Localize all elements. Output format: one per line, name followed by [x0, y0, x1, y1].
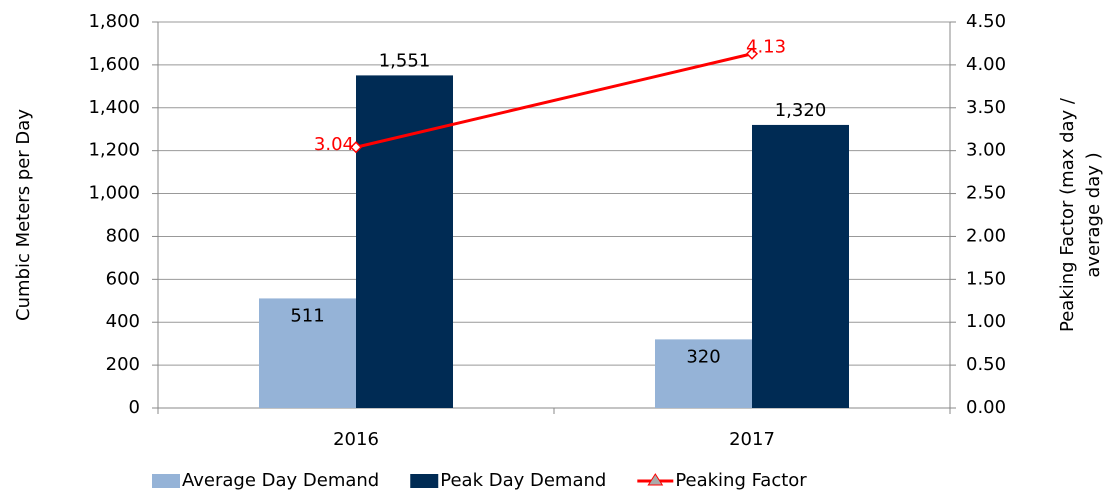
y-tick-label: 1,200 — [88, 140, 140, 161]
x-tick-label: 2016 — [333, 429, 379, 450]
bar — [752, 124, 849, 408]
y2-axis-label: Peaking Factor (max day / — [1057, 97, 1078, 332]
y2-tick-label: 0.50 — [966, 354, 1006, 375]
line-label: 3.04 — [314, 134, 354, 155]
y-tick-label: 1,000 — [88, 183, 140, 204]
line-marker — [349, 141, 363, 154]
y-tick-label: 600 — [106, 268, 140, 289]
y2-tick-label: 1.00 — [966, 311, 1006, 332]
y-tick-label: 0 — [129, 397, 140, 418]
y2-tick-label: 0.00 — [966, 397, 1006, 418]
line-label: 4.13 — [746, 37, 786, 58]
legend-marker — [647, 473, 664, 486]
y2-tick-label: 4.50 — [966, 11, 1006, 32]
y2-tick-label: 2.00 — [966, 225, 1006, 246]
y2-axis-label: average day ) — [1083, 152, 1104, 277]
y2-tick-label: 3.00 — [966, 140, 1006, 161]
y-tick-label: 800 — [106, 225, 140, 246]
line — [355, 52, 753, 149]
bar — [259, 298, 356, 408]
line-marker — [745, 47, 759, 60]
y-tick-label: 1,600 — [88, 54, 140, 75]
y-tick-label: 1,800 — [88, 11, 140, 32]
bar-label: 1,320 — [775, 100, 827, 121]
bar-label: 511 — [290, 305, 324, 326]
y2-tick-label: 3.50 — [966, 97, 1006, 118]
bar — [655, 339, 752, 408]
bar-label: 1,551 — [379, 50, 431, 71]
y-tick-label: 200 — [106, 354, 140, 375]
legend-label: Peaking Factor — [675, 470, 807, 491]
bar-label: 320 — [686, 346, 720, 367]
legend-label: Peak Day Demand — [440, 470, 606, 491]
y-tick-label: 1,400 — [88, 97, 140, 118]
y-axis-label: Cumbic Meters per Day — [13, 109, 34, 321]
bar — [356, 75, 453, 408]
legend-swatch — [152, 474, 180, 488]
legend-label: Average Day Demand — [182, 470, 379, 491]
y2-tick-label: 4.00 — [966, 54, 1006, 75]
y-tick-label: 400 — [106, 311, 140, 332]
y2-tick-label: 1.50 — [966, 268, 1006, 289]
x-tick-label: 2017 — [729, 429, 775, 450]
y2-tick-label: 2.50 — [966, 183, 1006, 204]
legend-swatch — [410, 474, 439, 488]
